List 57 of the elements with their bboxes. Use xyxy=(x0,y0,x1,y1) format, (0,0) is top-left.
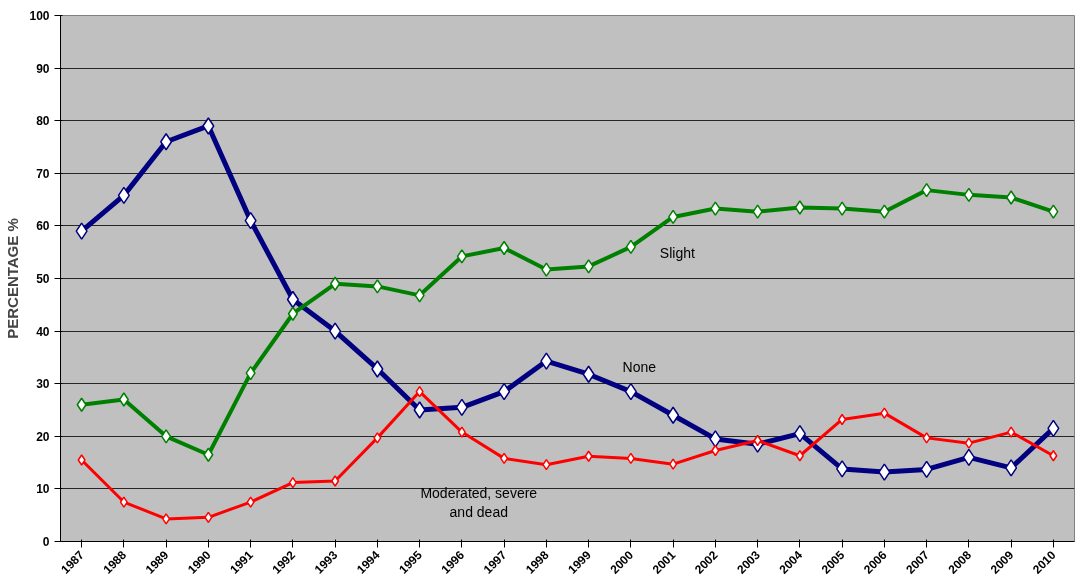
point xyxy=(287,306,298,321)
point xyxy=(1005,459,1018,477)
point xyxy=(331,475,340,487)
y-tick-label: 20 xyxy=(36,429,50,444)
y-tick-label: 0 xyxy=(42,535,50,549)
point xyxy=(203,447,214,462)
point xyxy=(413,401,426,419)
point xyxy=(879,204,890,219)
point xyxy=(541,262,552,277)
point xyxy=(77,454,86,466)
point xyxy=(246,496,255,508)
y-tick-label: 10 xyxy=(36,482,50,497)
point xyxy=(119,496,128,508)
y-tick-label: 80 xyxy=(36,114,50,129)
y-tick-label: 70 xyxy=(36,166,50,181)
point xyxy=(669,458,678,470)
point xyxy=(456,249,467,264)
y-tick-label: 90 xyxy=(36,61,50,76)
point xyxy=(795,450,804,462)
point xyxy=(202,117,215,135)
point xyxy=(1006,190,1017,205)
point xyxy=(1049,450,1058,462)
point xyxy=(878,463,891,481)
y-tick-label: 100 xyxy=(29,9,50,23)
point xyxy=(372,279,383,294)
series-label: Slight xyxy=(659,245,695,262)
point xyxy=(583,259,594,274)
point xyxy=(582,365,595,383)
point xyxy=(1048,204,1059,219)
point xyxy=(1007,426,1016,438)
point xyxy=(837,201,848,216)
point xyxy=(118,392,129,407)
point xyxy=(794,200,805,215)
series-label: None xyxy=(622,358,657,375)
point xyxy=(161,429,172,444)
point xyxy=(710,201,721,216)
point xyxy=(414,288,425,303)
series-label: Moderated, severe and dead xyxy=(420,484,538,521)
point xyxy=(836,460,849,478)
point xyxy=(752,204,763,219)
point xyxy=(371,360,384,378)
point xyxy=(457,426,466,438)
point xyxy=(964,437,973,449)
point xyxy=(880,407,889,419)
y-tick-label: 60 xyxy=(36,219,50,234)
y-tick-label: 40 xyxy=(36,324,50,339)
point xyxy=(162,513,171,525)
point xyxy=(76,397,87,412)
point xyxy=(540,352,553,370)
point xyxy=(709,430,722,448)
y-tick-label: 50 xyxy=(36,272,50,286)
point xyxy=(75,222,88,240)
y-tick-label: 30 xyxy=(36,377,50,392)
point xyxy=(329,322,342,340)
y-axis-title: PERCENTAGE % xyxy=(4,218,22,339)
point xyxy=(373,432,382,444)
point xyxy=(922,432,931,444)
